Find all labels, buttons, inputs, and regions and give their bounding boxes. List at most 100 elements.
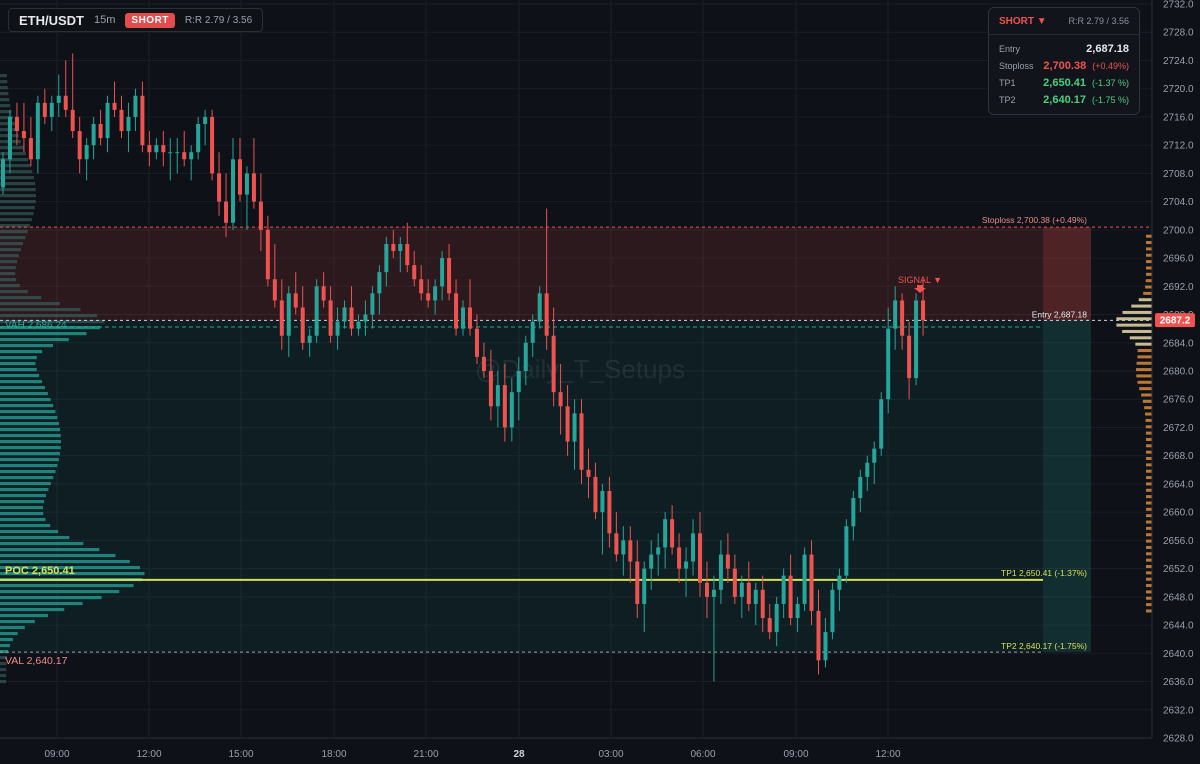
candle[interactable] <box>419 265 424 301</box>
candles[interactable] <box>1 53 926 682</box>
candle[interactable] <box>823 618 828 668</box>
candle[interactable] <box>704 561 709 619</box>
candle[interactable] <box>788 554 793 626</box>
candle[interactable] <box>628 526 633 583</box>
candle[interactable] <box>349 286 354 336</box>
candle[interactable] <box>858 469 863 513</box>
candle[interactable] <box>851 490 856 541</box>
candle[interactable] <box>363 300 368 336</box>
candle[interactable] <box>356 314 361 336</box>
candle[interactable] <box>196 116 201 160</box>
candle[interactable] <box>231 138 236 230</box>
time-axis[interactable]: 09:00 12:00 15:00 18:00 21:00 28 03:00 06:00 09:… <box>0 737 1152 760</box>
candle[interactable] <box>314 279 319 343</box>
candle[interactable] <box>447 243 452 301</box>
candle[interactable] <box>35 95 40 174</box>
candle[interactable] <box>161 131 166 167</box>
candle[interactable] <box>900 293 905 350</box>
candle[interactable] <box>837 568 842 611</box>
candle[interactable] <box>377 265 382 315</box>
candle[interactable] <box>56 74 61 117</box>
candle[interactable] <box>28 116 33 167</box>
candle[interactable] <box>426 279 431 308</box>
candle[interactable] <box>42 88 47 124</box>
candle[interactable] <box>126 102 131 153</box>
candle[interactable] <box>691 519 696 576</box>
candle[interactable] <box>718 540 723 604</box>
candle[interactable] <box>105 95 110 153</box>
candle[interactable] <box>244 166 249 230</box>
candle[interactable] <box>544 208 549 350</box>
candle[interactable] <box>642 561 647 633</box>
candle[interactable] <box>21 102 26 153</box>
candle[interactable] <box>774 596 779 647</box>
candle[interactable] <box>809 540 814 626</box>
candle[interactable] <box>586 448 591 499</box>
candle[interactable] <box>342 300 347 329</box>
candle[interactable] <box>781 568 786 619</box>
candle[interactable] <box>321 272 326 308</box>
candle[interactable] <box>133 88 138 132</box>
candle[interactable] <box>537 286 542 329</box>
candle[interactable] <box>14 102 19 146</box>
candle[interactable] <box>739 575 744 619</box>
candle[interactable] <box>621 526 626 576</box>
timeframe-label[interactable]: 15m <box>94 14 116 26</box>
candle[interactable] <box>579 399 584 484</box>
candle[interactable] <box>154 138 159 160</box>
candle[interactable] <box>698 512 702 597</box>
candle[interactable] <box>614 512 619 562</box>
candle[interactable] <box>307 328 312 357</box>
candle[interactable] <box>600 483 605 555</box>
candle[interactable] <box>830 582 835 640</box>
candle[interactable] <box>203 109 208 146</box>
candle[interactable] <box>77 116 82 174</box>
candle[interactable] <box>886 307 891 414</box>
candle[interactable] <box>746 561 751 611</box>
symbol-label[interactable]: ETH/USDT <box>19 12 84 28</box>
candle[interactable] <box>767 603 772 640</box>
candle[interactable] <box>251 138 256 209</box>
candle[interactable] <box>467 279 472 336</box>
candle[interactable] <box>147 131 152 167</box>
candle[interactable] <box>795 596 800 633</box>
candle[interactable] <box>481 342 486 379</box>
candle[interactable] <box>802 547 807 611</box>
candle[interactable] <box>663 512 668 569</box>
candle[interactable] <box>237 138 242 202</box>
candle[interactable] <box>119 95 124 139</box>
candle[interactable] <box>328 286 333 343</box>
candle[interactable] <box>258 173 263 252</box>
candle[interactable] <box>210 109 215 181</box>
candle[interactable] <box>488 349 493 421</box>
candle[interactable] <box>405 222 410 273</box>
candle[interactable] <box>760 575 765 633</box>
price-axis[interactable]: 2628.0 2632.0 2636.0 2640.0 2644.0 2648.0 2652… <box>1151 0 1194 745</box>
candle[interactable] <box>656 533 661 576</box>
candle[interactable] <box>412 251 417 287</box>
candle[interactable] <box>670 505 675 555</box>
candle[interactable] <box>461 300 466 336</box>
candle[interactable] <box>391 229 396 259</box>
candle[interactable] <box>495 371 500 428</box>
candle[interactable] <box>523 335 528 386</box>
candle[interactable] <box>914 293 919 386</box>
candle[interactable] <box>516 356 521 421</box>
candle[interactable] <box>753 582 758 626</box>
candle[interactable] <box>530 314 535 357</box>
candle[interactable] <box>182 131 187 167</box>
candle[interactable] <box>732 554 737 604</box>
candle[interactable] <box>286 286 291 357</box>
candle[interactable] <box>865 455 870 491</box>
candle[interactable] <box>300 286 305 350</box>
candle[interactable] <box>112 81 117 117</box>
candle[interactable] <box>440 251 445 301</box>
candle[interactable] <box>7 109 12 174</box>
candle[interactable] <box>140 81 145 153</box>
candle[interactable] <box>454 279 459 336</box>
candle[interactable] <box>474 314 479 364</box>
candle[interactable] <box>384 236 389 287</box>
candle[interactable] <box>1 152 5 195</box>
candle[interactable] <box>711 575 716 682</box>
